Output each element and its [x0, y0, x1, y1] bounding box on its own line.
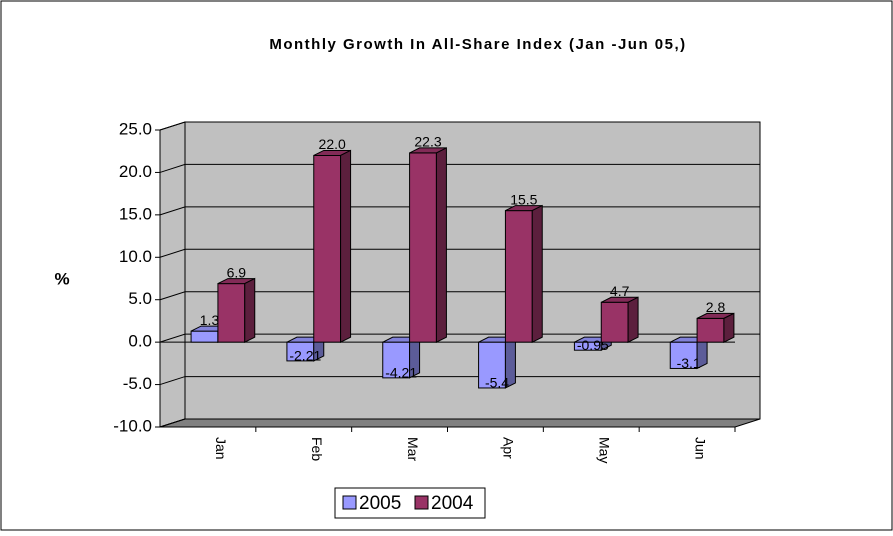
grid-line: [159, 291, 760, 301]
y-tick-label: 20.0: [119, 162, 152, 181]
bar-front: [600, 301, 629, 343]
data-label: -2.21: [289, 348, 321, 364]
grid-line: [159, 418, 760, 428]
legend-box: [334, 487, 486, 519]
bar-side: [244, 277, 256, 343]
chart-title: Monthly Growth In All-Share Index (Jan -…: [269, 36, 686, 53]
bar-front: [313, 154, 342, 343]
bar: [696, 312, 735, 343]
y-tick-label: 25.0: [119, 119, 152, 138]
x-tick-label: Jan: [213, 437, 229, 460]
grid-line: [159, 163, 760, 173]
data-label: 22.0: [319, 136, 346, 152]
bar-side: [627, 296, 639, 343]
data-label: 1.3: [200, 312, 220, 328]
bar: [600, 296, 639, 343]
data-label: -5.4: [485, 375, 509, 391]
x-tick-label: Apr: [501, 437, 517, 459]
bar-front: [696, 317, 725, 343]
data-label: 2.8: [706, 299, 726, 315]
bar-side: [340, 149, 352, 343]
y-tick-label: 10.0: [119, 247, 152, 266]
y-tick-label: 5.0: [128, 289, 152, 308]
data-label: 6.9: [227, 264, 247, 280]
bar-side: [723, 312, 735, 343]
bar-front: [190, 330, 219, 343]
legend-label: 2005: [359, 493, 401, 514]
back-wall: [184, 121, 761, 420]
bar: [409, 147, 447, 343]
floor: [159, 418, 761, 428]
data-label: 22.3: [414, 134, 441, 150]
x-tick-label: May: [597, 437, 613, 463]
grid-line: [159, 376, 760, 386]
x-tick-label: Jun: [692, 437, 708, 460]
bar: [217, 277, 256, 343]
legend-swatch: [342, 495, 357, 510]
y-axis-title: %: [54, 269, 69, 288]
data-label: -3.1: [677, 355, 701, 371]
data-label: -4.21: [385, 365, 417, 381]
x-tick-label: Mar: [405, 437, 421, 461]
bar: [313, 149, 352, 343]
y-tick-label: 0.0: [128, 332, 152, 351]
bar-side: [531, 204, 543, 343]
x-tick-label: Feb: [309, 437, 325, 461]
side-wall: [159, 121, 186, 428]
bar-side: [435, 147, 447, 343]
data-label: 4.7: [610, 283, 630, 299]
legend-label: 2004: [431, 493, 474, 514]
bar-front: [409, 152, 437, 343]
bar-front: [217, 283, 246, 343]
bar-front: [504, 210, 533, 343]
data-label: 15.5: [510, 191, 537, 207]
y-tick-label: -10.0: [113, 416, 152, 435]
grid-line: [159, 206, 760, 216]
bar: [478, 336, 516, 389]
grid-line: [159, 121, 760, 131]
y-tick-label: 15.0: [119, 204, 152, 223]
legend-swatch: [414, 495, 429, 510]
y-tick-label: -5.0: [123, 374, 152, 393]
grid-line: [159, 248, 760, 258]
bar: [504, 204, 543, 343]
grid-line: [159, 333, 760, 343]
